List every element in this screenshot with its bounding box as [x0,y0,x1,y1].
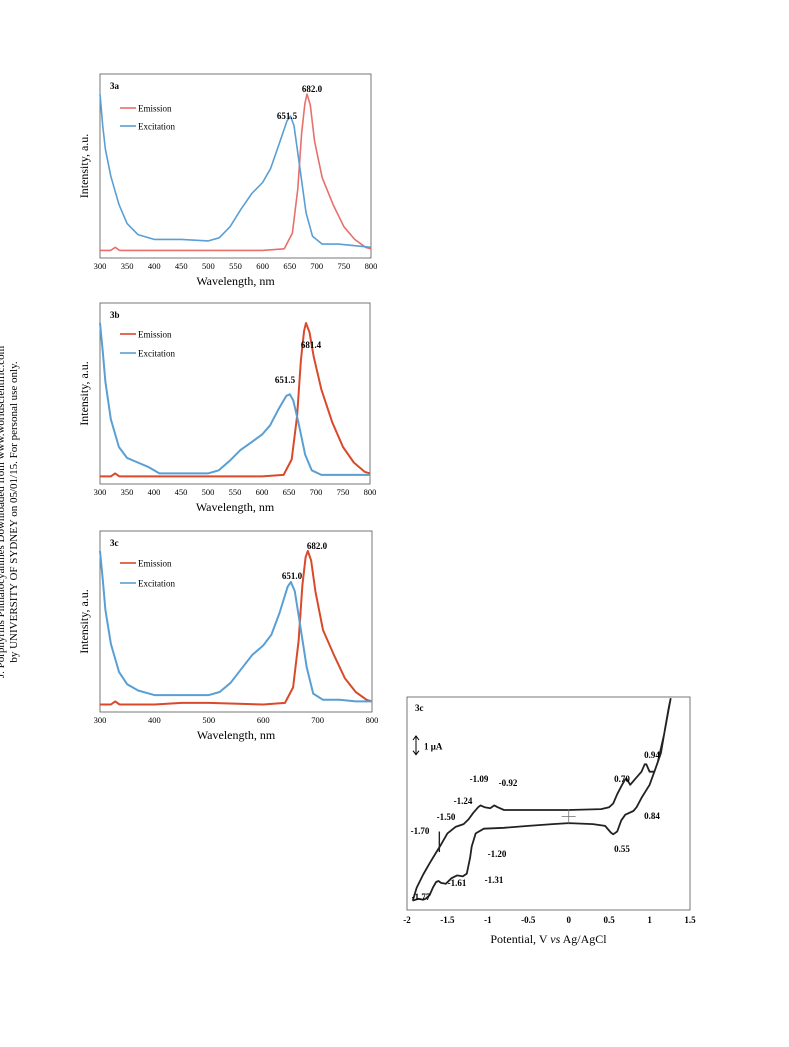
series-line-excitation [99,550,372,703]
panel-label: 3b [110,310,120,320]
plot-frame [406,696,691,911]
x-tick-label: 550 [229,487,242,497]
peak-label: 682.0 [302,84,323,94]
cv-panel: 3c 1 μA -2 -1.5 -1 -0.5 0 0.5 1 1.5 Potential, V v… [403,696,696,946]
plot-frame [99,73,372,259]
peak-potential-label: 0.70 [614,774,630,784]
peak-potential-label: -1.77 [412,892,431,902]
y-axis-label: Intensity, a.u. [77,589,91,654]
legend-label-emission: Emission [138,104,172,114]
peak-potential-label: -1.09 [470,774,489,784]
peak-potential-label: 0.94 [644,750,660,760]
x-tick-label: 400 [148,715,161,725]
x-tick-label: 500 [202,261,215,271]
x-tick-label: 400 [148,487,161,497]
x-tick-label: 350 [121,261,134,271]
x-tick-label: 600 [257,715,270,725]
peak-label: 682.0 [307,541,328,551]
y-axis-label: Intensity, a.u. [77,134,91,199]
plot-frame [99,530,373,713]
scale-bar-arrow-down [412,750,420,756]
series-line-emission [100,550,373,706]
peak-potential-label: -1.20 [488,849,507,859]
x-tick-label: 800 [366,715,379,725]
x-tick-label: 650 [283,261,296,271]
y-axis-label: Intensity, a.u. [77,361,91,426]
x-tick-label: -1.5 [440,915,455,925]
peak-label: 651.0 [282,571,303,581]
scale-bar-label: 1 μA [424,741,443,751]
x-axis-label: Wavelength, nm [196,274,275,288]
x-tick-label: 750 [337,487,350,497]
x-tick-label: 550 [229,261,242,271]
x-tick-label: 800 [364,487,377,497]
x-tick-label: 700 [310,261,323,271]
x-tick-label: 600 [256,487,269,497]
x-tick-label: 450 [175,261,188,271]
x-tick-label: 450 [175,487,188,497]
x-tick-label: -1 [484,915,492,925]
x-tick-label: 350 [121,487,134,497]
series-line-emission [100,322,371,478]
peak-potential-label: 0.84 [644,811,660,821]
series-line-excitation [99,322,370,476]
x-tick-label: 600 [256,261,269,271]
x-axis-label: Wavelength, nm [196,500,275,514]
panel-label: 3c [415,703,424,713]
plot-frame [99,302,371,485]
legend-label-excitation: Excitation [138,349,175,359]
peak-label: 651.5 [275,375,296,385]
legend-label-emission: Emission [138,559,172,569]
scale-bar-arrow-up [412,735,420,741]
x-axis-label: Potential, V vs Ag/AgCl [490,932,607,946]
x-tick-label: 0.5 [604,915,616,925]
x-tick-label: 650 [283,487,296,497]
x-tick-label: 500 [202,715,215,725]
x-tick-label: 750 [338,261,351,271]
panel-label: 3a [110,81,120,91]
peak-potential-label: -1.61 [448,878,467,888]
spectrum-panel-3b-1: Emission Excitation 3b 300 350 400 450 500 550 60… [77,302,377,514]
peak-label: 651.5 [277,111,298,121]
x-tick-label: 1.5 [684,915,696,925]
x-tick-label: -2 [403,915,411,925]
x-tick-label: -0.5 [521,915,536,925]
peak-potential-label: -1.31 [485,875,504,885]
peak-potential-label: -1.50 [437,812,456,822]
peak-potential-label: -1.24 [454,796,473,806]
x-tick-label: 800 [365,261,378,271]
x-tick-label: 400 [148,261,161,271]
x-tick-label: 300 [94,261,107,271]
x-tick-label: 700 [310,487,323,497]
x-tick-label: 700 [311,715,324,725]
x-tick-label: 0 [566,915,571,925]
x-tick-label: 300 [94,715,107,725]
legend-label-excitation: Excitation [138,122,175,132]
x-axis-label: Wavelength, nm [197,728,276,742]
spectrum-panel-3c-2: Emission Excitation 3c 300 400 500 600 700 800 Wa… [77,530,379,742]
series-line-emission [100,93,372,252]
peak-potential-label: -0.92 [499,778,518,788]
legend-label-emission: Emission [138,330,172,340]
x-tick-label: 1 [647,915,652,925]
x-tick-label: 300 [94,487,107,497]
cv-curve [411,698,672,902]
peak-potential-label: -1.70 [411,826,430,836]
x-tick-label: 500 [202,487,215,497]
spectrum-panel-3a-0: Emission Excitation 3a 300 350 400 450 500 550 60… [77,73,378,288]
legend-label-excitation: Excitation [138,579,175,589]
peak-label: 681.4 [301,340,322,350]
peak-potential-label: 0.55 [614,844,630,854]
series-line-excitation [99,93,372,249]
panel-label: 3c [110,538,119,548]
